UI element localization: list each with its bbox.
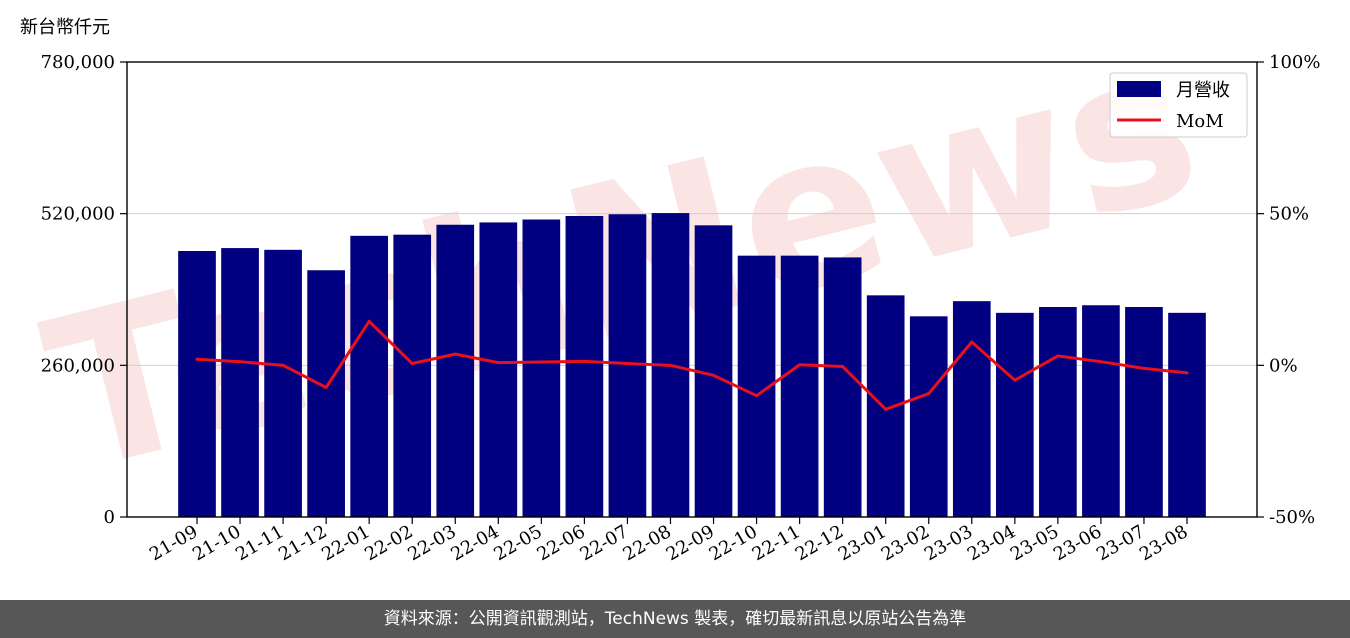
x-tick-label-22-03: 22-03 bbox=[404, 521, 459, 565]
mom-point-22-07 bbox=[625, 362, 629, 366]
mom-point-22-04 bbox=[496, 361, 500, 365]
mom-point-22-11 bbox=[798, 363, 802, 367]
x-tick-label-23-05: 23-05 bbox=[1007, 521, 1062, 565]
x-tick-label-23-07: 23-07 bbox=[1093, 521, 1148, 565]
legend-label-mom: MoM bbox=[1176, 111, 1224, 132]
left-tick-label-0: 0 bbox=[104, 507, 115, 528]
mom-point-22-01 bbox=[367, 319, 371, 323]
left-tick-label-2: 520,000 bbox=[41, 204, 115, 225]
footer-source-note: 資料來源：公開資訊觀測站，TechNews 製表，確切最新訊息以原站公告為準 bbox=[0, 600, 1350, 638]
x-tick-label-22-10: 22-10 bbox=[706, 521, 761, 565]
right-tick-label-3: 100% bbox=[1269, 52, 1320, 73]
bar-23-06 bbox=[1082, 305, 1120, 517]
x-tick-label-21-11: 21-11 bbox=[232, 521, 287, 565]
left-y-axis: 0 260,000 520,000 780,000 bbox=[41, 52, 127, 528]
x-tick-label-22-07: 22-07 bbox=[576, 521, 631, 565]
x-tick-label-23-06: 23-06 bbox=[1050, 521, 1105, 565]
mom-point-22-03 bbox=[453, 352, 457, 356]
x-tick-label-22-04: 22-04 bbox=[447, 521, 502, 565]
bar-23-01 bbox=[866, 295, 905, 517]
x-tick-label-21-09: 21-09 bbox=[146, 521, 201, 565]
mom-point-23-07 bbox=[1142, 366, 1146, 370]
mom-point-22-02 bbox=[410, 362, 414, 366]
bar-22-05 bbox=[522, 219, 561, 517]
bar-21-12 bbox=[307, 270, 345, 517]
mom-point-21-11 bbox=[281, 363, 285, 367]
right-tick-label-0: -50% bbox=[1269, 507, 1315, 528]
right-y-axis: -50% 0% 50% 100% bbox=[1257, 52, 1320, 528]
mom-point-23-04 bbox=[1013, 378, 1017, 382]
bar-22-02 bbox=[393, 234, 432, 518]
right-tick-label-2: 50% bbox=[1269, 204, 1309, 225]
bar-21-11 bbox=[264, 249, 302, 517]
x-tick-label-22-08: 22-08 bbox=[620, 521, 675, 565]
bar-22-01 bbox=[350, 235, 389, 517]
unit-label: 新台幣仟元 bbox=[20, 17, 110, 38]
mom-point-22-06 bbox=[582, 359, 586, 363]
x-tick-label-22-09: 22-09 bbox=[663, 521, 718, 565]
mom-line bbox=[196, 319, 1188, 411]
mom-point-23-06 bbox=[1099, 360, 1103, 364]
bar-21-09 bbox=[178, 251, 216, 517]
bar-23-07 bbox=[1125, 307, 1163, 517]
x-tick-label-22-11: 22-11 bbox=[749, 521, 804, 565]
bar-22-04 bbox=[479, 222, 518, 518]
x-tick-label-23-08: 23-08 bbox=[1136, 521, 1191, 565]
mom-point-22-05 bbox=[539, 360, 543, 364]
legend-label-revenue: 月營收 bbox=[1176, 80, 1230, 101]
mom-line-series bbox=[195, 319, 1189, 411]
mom-point-22-09 bbox=[712, 373, 716, 377]
bar-22-06 bbox=[565, 216, 604, 517]
left-tick-label-3: 780,000 bbox=[41, 52, 115, 73]
x-tick-label-23-01: 23-01 bbox=[835, 521, 890, 565]
x-axis: 21-0921-1021-1121-1222-0122-0222-0322-04… bbox=[146, 517, 1192, 565]
bar-23-04 bbox=[995, 312, 1034, 517]
mom-point-23-03 bbox=[970, 340, 974, 344]
bar-22-12 bbox=[823, 257, 862, 517]
mom-point-21-10 bbox=[238, 360, 242, 364]
x-tick-label-22-12: 22-12 bbox=[792, 521, 847, 565]
bars bbox=[178, 213, 1206, 518]
bar-22-11 bbox=[780, 255, 819, 518]
x-tick-label-22-01: 22-01 bbox=[318, 521, 373, 565]
mom-point-22-08 bbox=[668, 363, 672, 367]
mom-point-22-10 bbox=[755, 394, 759, 398]
bar-22-03 bbox=[436, 224, 475, 517]
mom-point-23-05 bbox=[1056, 354, 1060, 358]
bar-22-07 bbox=[608, 214, 647, 517]
x-tick-label-23-04: 23-04 bbox=[964, 521, 1019, 565]
bar-21-10 bbox=[221, 248, 259, 517]
left-tick-label-1: 260,000 bbox=[41, 355, 115, 376]
x-tick-label-22-06: 22-06 bbox=[533, 521, 588, 565]
mom-point-23-08 bbox=[1185, 371, 1189, 375]
bar-23-02 bbox=[909, 316, 948, 517]
x-tick-label-23-02: 23-02 bbox=[878, 521, 933, 565]
legend-bar-swatch bbox=[1117, 81, 1161, 97]
mom-point-21-09 bbox=[195, 357, 199, 361]
x-tick-label-23-03: 23-03 bbox=[921, 521, 976, 565]
mom-point-23-02 bbox=[927, 392, 931, 396]
x-tick-label-22-02: 22-02 bbox=[361, 521, 416, 565]
x-tick-label-21-10: 21-10 bbox=[189, 521, 244, 565]
bar-23-05 bbox=[1039, 307, 1077, 517]
mom-point-21-12 bbox=[324, 385, 328, 389]
mom-point-22-12 bbox=[841, 365, 845, 369]
bar-23-08 bbox=[1168, 312, 1206, 517]
bar-23-03 bbox=[952, 301, 991, 517]
plot-frame bbox=[126, 61, 1258, 518]
mom-point-23-01 bbox=[884, 407, 888, 411]
right-tick-label-1: 0% bbox=[1269, 355, 1298, 376]
legend: 月營收 MoM bbox=[1109, 72, 1248, 138]
x-tick-label-21-12: 21-12 bbox=[275, 521, 330, 565]
x-tick-label-22-05: 22-05 bbox=[490, 521, 545, 565]
